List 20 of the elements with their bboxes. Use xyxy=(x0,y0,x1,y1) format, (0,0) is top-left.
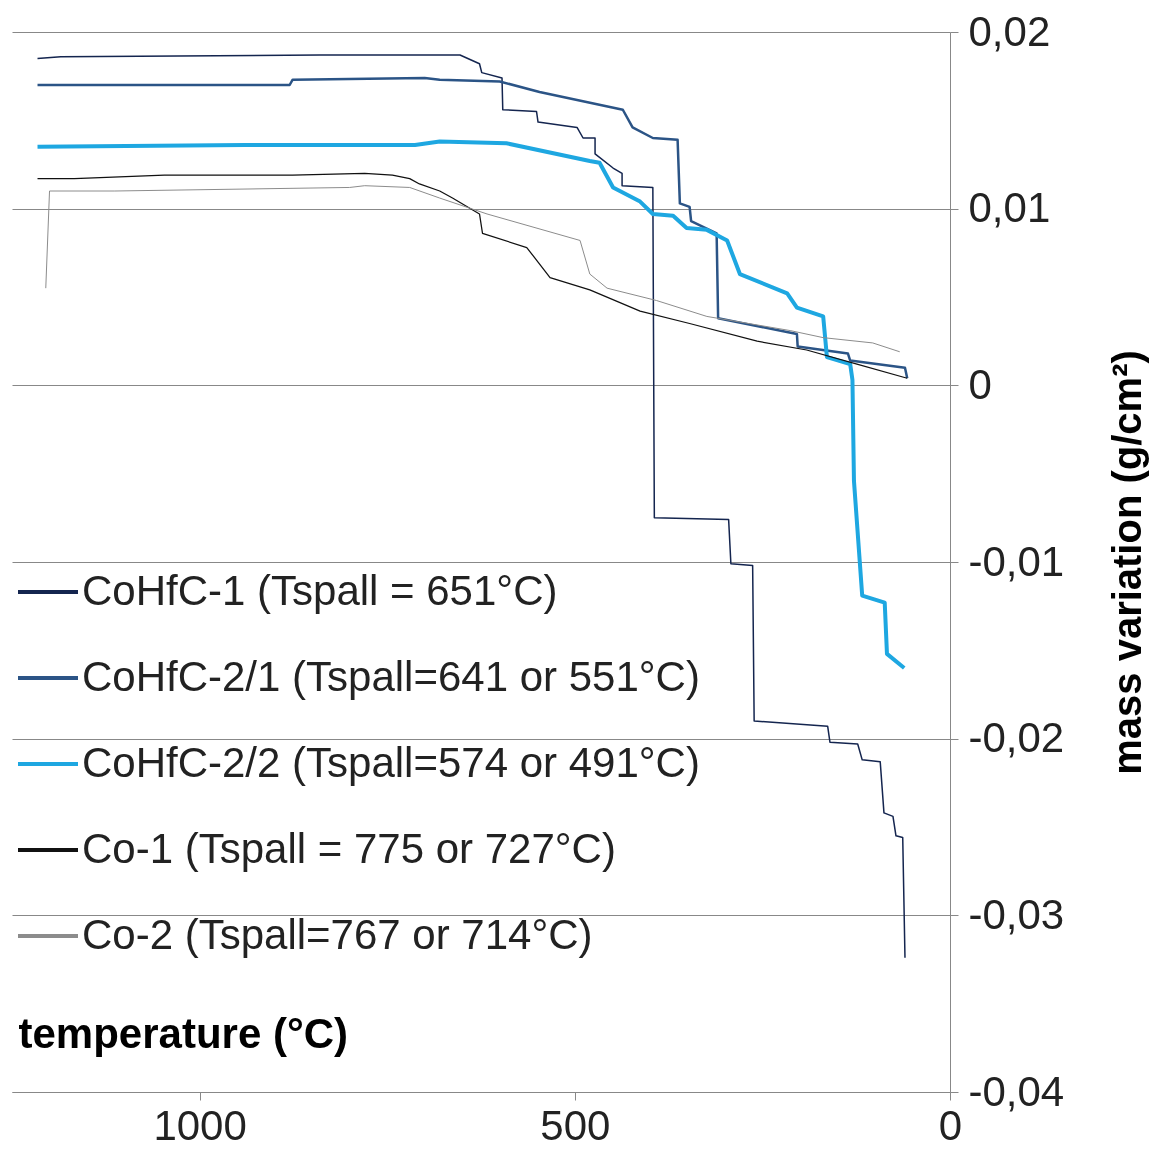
legend-label: Co-1 (Tspall = 775 or 727°C) xyxy=(82,825,616,872)
x-tick-label: 500 xyxy=(540,1101,611,1149)
legend-label: CoHfC-2/2 (Tspall=574 or 491°C) xyxy=(82,739,700,786)
x-tick-label: 0 xyxy=(938,1101,963,1149)
y-tick-label: 0 xyxy=(968,360,992,408)
legend-label: CoHfC-1 (Tspall = 651°C) xyxy=(82,567,558,614)
y-tick-label: 0,02 xyxy=(968,7,1051,55)
x-axis-title: temperature (°C) xyxy=(18,1009,349,1057)
line-series xyxy=(36,76,909,380)
y-tick-label: -0,04 xyxy=(968,1067,1065,1115)
x-tick-label: 1000 xyxy=(153,1101,247,1149)
y-tick-label: -0,02 xyxy=(968,714,1065,762)
y-tick-label: -0,03 xyxy=(968,890,1065,938)
legend-label: CoHfC-2/1 (Tspall=641 or 551°C) xyxy=(82,653,700,700)
y-tick-label: -0,01 xyxy=(968,537,1065,585)
y-tick-label: 0,01 xyxy=(968,184,1051,232)
line-series xyxy=(36,172,908,379)
line-series xyxy=(36,54,906,959)
legend-label: Co-2 (Tspall=767 or 714°C) xyxy=(82,911,593,958)
y-axis-title: mass variation (g/cm²) xyxy=(1104,350,1149,775)
